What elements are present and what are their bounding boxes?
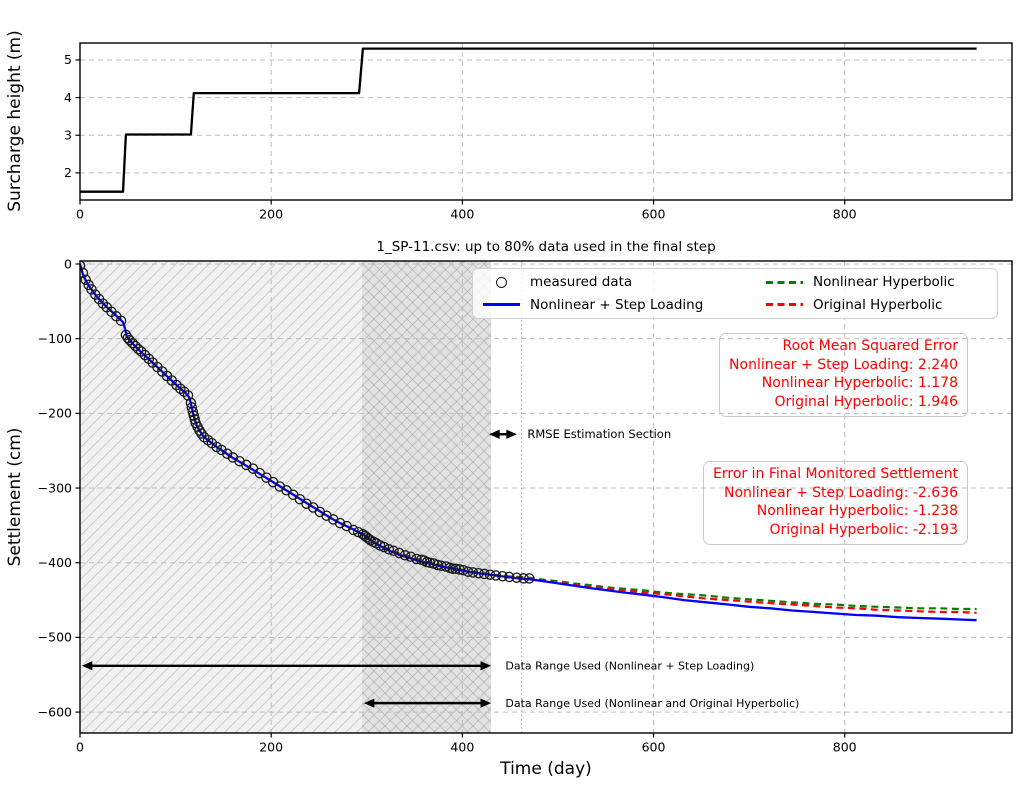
rmse-original-hyperbolic-value: Original Hyperbolic: 1.946 xyxy=(774,393,958,410)
surcharge-spines xyxy=(79,42,1013,201)
settlement-chart-title: 1_SP-11.csv: up to 80% data used in the … xyxy=(376,239,715,255)
annotation-data-range-step-loading: Data Range Used (Nonlinear + Step Loadin… xyxy=(81,660,754,673)
svg-text:600: 600 xyxy=(642,207,666,222)
legend-label: Original Hyperbolic xyxy=(813,296,943,313)
annotation-data-range-hyperbolic: Data Range Used (Nonlinear and Original … xyxy=(363,697,799,710)
legend-item-nonlinear-step-loading: Nonlinear + Step Loading xyxy=(483,294,766,316)
legend-item-nonlinear-hyperbolic: Nonlinear Hyperbolic xyxy=(766,271,987,293)
rmse-box-title: Root Mean Squared Error xyxy=(782,338,958,354)
svg-text:RMSE Estimation Section: RMSE Estimation Section xyxy=(527,427,671,441)
svg-text:400: 400 xyxy=(450,207,474,222)
svg-text:0: 0 xyxy=(64,256,72,271)
rmse-step-loading-value: Nonlinear + Step Loading: 2.240 xyxy=(729,356,958,373)
svg-text:800: 800 xyxy=(833,740,857,755)
legend-label: Nonlinear + Step Loading xyxy=(530,296,704,313)
settlement-x-axis-label: Time (day) xyxy=(499,759,592,779)
legend-item-measured-data: measured data xyxy=(483,271,766,293)
surcharge-gridlines xyxy=(80,43,1012,200)
settlement-spines xyxy=(79,260,1013,734)
svg-text:−600: −600 xyxy=(38,704,72,719)
final-settlement-error-box: Error in Final Monitored Settlement Nonl… xyxy=(703,461,968,546)
settlement-gridlines xyxy=(80,261,1012,733)
series-measured-data xyxy=(80,261,535,584)
series-surcharge-height xyxy=(80,47,977,193)
surcharge-y-axis-label: Surcharge height (m) xyxy=(5,30,25,211)
legend-label: Nonlinear Hyperbolic xyxy=(813,274,955,291)
svg-text:−400: −400 xyxy=(38,555,72,570)
legend-item-original-hyperbolic: Original Hyperbolic xyxy=(766,294,987,316)
step-loading-line-icon xyxy=(483,303,520,307)
svg-text:0: 0 xyxy=(76,740,84,755)
svg-text:3: 3 xyxy=(64,128,72,143)
legend: measured data Nonlinear + Step Loading N… xyxy=(472,268,998,319)
svg-text:800: 800 xyxy=(833,207,857,222)
error-original-hyperbolic-value: Original Hyperbolic: -2.193 xyxy=(769,521,958,538)
rmse-box: Root Mean Squared Error Nonlinear + Step… xyxy=(719,333,968,418)
error-nonlinear-hyperbolic-value: Nonlinear Hyperbolic: -1.238 xyxy=(756,503,958,520)
svg-text:−100: −100 xyxy=(38,331,72,346)
svg-text:−300: −300 xyxy=(38,480,72,495)
svg-text:200: 200 xyxy=(259,740,283,755)
annotation-rmse-estimation-section: RMSE Estimation Section xyxy=(489,427,671,441)
svg-text:200: 200 xyxy=(259,207,283,222)
svg-text:0: 0 xyxy=(76,207,84,222)
error-step-loading-value: Nonlinear + Step Loading: -2.636 xyxy=(723,484,958,501)
span-rmse-estimation-section xyxy=(361,261,492,733)
surcharge-axes: 0 200 400 600 800 2 3 4 5 xyxy=(64,42,1013,222)
legend-column-2: Nonlinear Hyperbolic Original Hyperbolic xyxy=(766,271,987,316)
settlement-y-axis-label: Settlement (cm) xyxy=(5,428,25,567)
svg-text:−500: −500 xyxy=(38,630,72,645)
svg-text:600: 600 xyxy=(642,740,666,755)
error-box-title: Error in Final Monitored Settlement xyxy=(713,466,958,482)
series-nonlinear-step-loading xyxy=(80,263,977,622)
rmse-nonlinear-hyperbolic-value: Nonlinear Hyperbolic: 1.178 xyxy=(761,375,958,392)
settlement-tick-labels: 0 200 400 600 800 0 −100 −200 −300 −400 −500 −600 xyxy=(38,256,857,754)
svg-text:2: 2 xyxy=(64,165,72,180)
svg-text:−200: −200 xyxy=(38,406,72,421)
svg-text:Data Range Used (Nonlinear + S: Data Range Used (Nonlinear + Step Loadin… xyxy=(505,660,754,673)
svg-text:400: 400 xyxy=(450,740,474,755)
measured-data-marker-icon xyxy=(483,276,520,288)
nonlinear-hyperbolic-dash-icon xyxy=(766,280,803,284)
legend-column-1: measured data Nonlinear + Step Loading xyxy=(483,271,766,316)
surcharge-tick-labels: 0 200 400 600 800 2 3 4 5 xyxy=(64,52,857,221)
svg-text:5: 5 xyxy=(64,52,72,67)
svg-text:Data Range Used (Nonlinear and: Data Range Used (Nonlinear and Original … xyxy=(505,697,799,710)
settlement-axes: 0 200 400 600 800 0 −100 −200 −300 −400 −500 −600 RM… xyxy=(38,256,1013,755)
svg-text:4: 4 xyxy=(64,90,72,105)
legend-label: measured data xyxy=(530,274,633,291)
original-hyperbolic-dash-icon xyxy=(766,303,803,307)
